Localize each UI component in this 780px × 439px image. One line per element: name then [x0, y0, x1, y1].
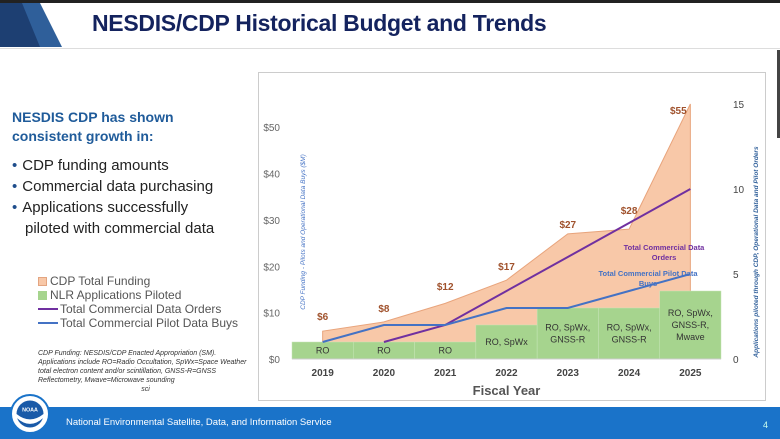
footer-bar: National Environmental Satellite, Data, …: [0, 407, 780, 439]
x-tick-label: 2020: [373, 368, 396, 379]
bar-label: RO: [438, 346, 452, 356]
noaa-logo: NOAA: [10, 394, 50, 434]
budget-chart: RO RO RO RO, SpWx RO, SpWx, GNSS-R RO, SpWx, GN…: [263, 100, 760, 398]
funding-label: $55: [670, 106, 687, 117]
funding-label: $8: [378, 304, 390, 315]
x-axis-title: Fiscal Year: [473, 383, 541, 398]
corner-decoration: [0, 3, 62, 47]
legend-item: Total Commercial Data Orders: [38, 302, 238, 316]
orders-annotation: Total Commercial Data: [624, 243, 706, 252]
y-tick-label: $50: [263, 123, 280, 134]
legend-line: [38, 308, 58, 310]
title-divider: [0, 48, 780, 49]
bar-label: RO: [377, 346, 391, 356]
page-number: 4: [762, 420, 768, 430]
bar-label: GNSS-R: [550, 335, 586, 345]
legend-label: CDP Total Funding: [50, 274, 151, 288]
x-tick-label: 2024: [618, 368, 641, 379]
y-tick-label: $30: [263, 216, 280, 227]
legend-item: NLR Applications Piloted: [38, 288, 238, 302]
legend-label: Total Commercial Pilot Data Buys: [60, 316, 239, 330]
footnote: CDP Funding: NESDIS/CDP Enacted Appropri…: [38, 349, 253, 394]
applications-bar: [598, 307, 660, 360]
scrollbar[interactable]: [777, 50, 780, 138]
pilot-annotation: Total Commercial Pilot Data: [598, 269, 698, 278]
bullet-list: CDP funding amounts Commercial data purc…: [12, 155, 214, 239]
funding-label: $12: [437, 282, 454, 293]
x-tick-label: 2019: [312, 368, 335, 379]
y2-tick-label: 5: [733, 270, 739, 281]
y2-tick-label: 0: [733, 355, 739, 366]
y-tick-label: $10: [263, 309, 280, 320]
y-tick-label: $20: [263, 262, 280, 273]
y2-tick-label: 10: [733, 185, 745, 196]
pilot-buys-line: [322, 273, 691, 343]
legend-swatch: [38, 290, 47, 300]
legend-line: [38, 322, 58, 324]
y-tick-label: $0: [269, 355, 281, 366]
applications-bar: [536, 307, 599, 360]
bar-label: RO, SpWx,: [545, 323, 590, 333]
chart-frame: [258, 72, 766, 401]
footnote-line: total electron content and/or scintillat…: [38, 368, 217, 375]
orders-annotation: Orders: [652, 253, 677, 262]
funding-label: $17: [498, 262, 515, 273]
funding-area: [322, 103, 691, 360]
window-top-bar: [0, 0, 780, 3]
x-tick-label: 2023: [557, 368, 580, 379]
funding-label: $6: [317, 312, 329, 323]
intro-text: NESDIS CDP has shown consistent growth i…: [12, 109, 174, 144]
x-tick-label: 2022: [495, 368, 518, 379]
legend-swatch: [38, 276, 47, 286]
footnote-line: Applications include RO=Radio Occultatio…: [38, 359, 247, 366]
bar-label: RO: [316, 346, 330, 356]
bar-label: GNSS-R,: [672, 320, 710, 330]
bullet-item: CDP funding amounts: [12, 155, 214, 176]
slide-title: NESDIS/CDP Historical Budget and Trends: [92, 10, 547, 36]
bullet-item-continued: piloted with commercial data: [25, 220, 215, 237]
pilot-annotation: Buys: [639, 279, 657, 288]
legend-item: CDP Total Funding: [38, 274, 238, 288]
legend-label: NLR Applications Piloted: [50, 288, 182, 302]
footnote-line: CDP Funding: NESDIS/CDP Enacted Appropri…: [38, 350, 217, 357]
x-tick-label: 2021: [434, 368, 457, 379]
y-tick-label: $40: [263, 170, 280, 181]
bar-label: Mwave: [676, 332, 705, 342]
funding-label: $27: [559, 220, 576, 231]
bullet-item: Commercial data purchasing: [12, 176, 214, 197]
bar-label: GNSS-R: [612, 335, 648, 345]
y-axis-title: CDP Funding - Pilots and Operational Dat…: [300, 154, 307, 309]
legend-item: Total Commercial Pilot Data Buys: [38, 316, 238, 330]
legend-label: Total Commercial Data Orders: [60, 302, 222, 316]
chart-legend: CDP Total Funding NLR Applications Pilot…: [38, 274, 238, 330]
x-tick-label: 2025: [679, 368, 702, 379]
footer-text: National Environmental Satellite, Data, …: [66, 417, 332, 428]
bar-label: RO, SpWx,: [668, 308, 713, 318]
footnote-line: Reflectometry, Mwave=Microwave sounding: [38, 377, 175, 384]
footnote-line: sci: [141, 386, 150, 393]
bar-label: RO, SpWx,: [607, 323, 652, 333]
bar-label: RO, SpWx: [485, 337, 528, 347]
svg-text:NOAA: NOAA: [22, 407, 38, 413]
bullet-item: Applications successfully: [12, 197, 214, 218]
applications-bar: [659, 290, 722, 360]
data-orders-line: [383, 188, 691, 343]
y2-tick-label: 15: [733, 100, 745, 111]
funding-label: $28: [621, 206, 638, 217]
y2-axis-title: Applications piloted through CDP, Operat…: [753, 146, 760, 359]
